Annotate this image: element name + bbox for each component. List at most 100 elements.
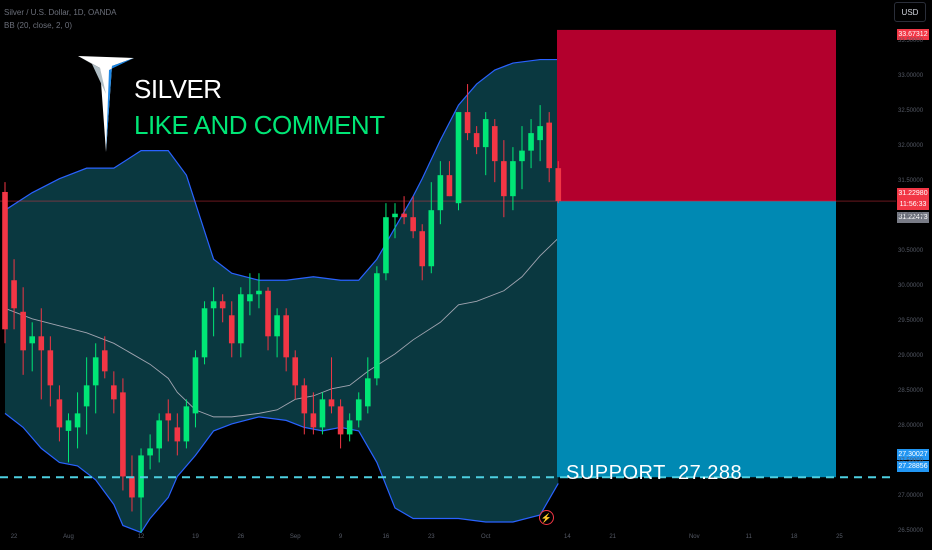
candle-body bbox=[464, 112, 471, 134]
candle-body bbox=[111, 385, 117, 400]
candle-body bbox=[192, 357, 199, 414]
x-tick-label: 11 bbox=[745, 534, 752, 540]
candle-body bbox=[437, 175, 444, 211]
overlay-subtitle: LIKE AND COMMENT bbox=[134, 110, 385, 140]
x-tick-label: 16 bbox=[382, 534, 390, 540]
candle-body bbox=[419, 231, 426, 267]
candle-body bbox=[383, 217, 389, 274]
x-tick-label: 25 bbox=[836, 534, 843, 540]
candle-body bbox=[38, 336, 45, 351]
candle-body bbox=[274, 315, 280, 337]
candle-body bbox=[328, 399, 335, 407]
candle-body bbox=[219, 301, 226, 309]
countdown-tag: 11:56:33 bbox=[897, 199, 929, 210]
overlay-title: SILVER bbox=[134, 74, 222, 104]
x-tick-label: 22 bbox=[10, 534, 18, 540]
candle-body bbox=[537, 126, 543, 141]
indicator-header[interactable]: BB (20, close, 2, 0) bbox=[4, 21, 73, 30]
stop-zone bbox=[557, 201, 836, 478]
candle-body bbox=[183, 406, 190, 442]
candle-body bbox=[101, 350, 108, 372]
y-tick-label: 32.50000 bbox=[898, 108, 924, 115]
bollinger-upper-line bbox=[4, 58, 559, 281]
x-tick-label: 19 bbox=[192, 534, 199, 540]
y-tick-label: 29.50000 bbox=[898, 318, 924, 325]
x-tick-label: 23 bbox=[427, 534, 435, 540]
candle-body bbox=[473, 133, 480, 148]
candle-body bbox=[446, 175, 453, 197]
support-price-tag-1: 27.30027 bbox=[897, 449, 929, 460]
y-tick-label: 27.00000 bbox=[898, 493, 924, 500]
candle-body bbox=[491, 126, 498, 162]
candle-body bbox=[56, 399, 63, 428]
y-tick-label: 31.50000 bbox=[898, 178, 924, 185]
candle-body bbox=[74, 413, 81, 428]
y-tick-label: 30.50000 bbox=[898, 248, 924, 255]
candle-body bbox=[428, 210, 435, 267]
candle-body bbox=[528, 133, 534, 151]
y-tick-label: 28.50000 bbox=[898, 388, 924, 395]
candle-body bbox=[401, 213, 407, 218]
candle-body bbox=[310, 413, 317, 428]
x-tick-label: 26 bbox=[237, 534, 245, 540]
candle-body bbox=[455, 112, 462, 204]
candle-body bbox=[247, 294, 253, 302]
candle-body bbox=[83, 385, 90, 407]
candle-body bbox=[546, 122, 552, 169]
candle-body bbox=[319, 399, 326, 428]
candle-body bbox=[265, 290, 271, 337]
candle-body bbox=[92, 357, 99, 386]
support-price-tag-2: 27.28856 bbox=[897, 461, 929, 472]
candle-body bbox=[292, 357, 299, 386]
candle-body bbox=[337, 406, 344, 435]
x-tick-label: Aug bbox=[63, 534, 74, 540]
candle-body bbox=[120, 392, 126, 477]
candle-body bbox=[374, 273, 380, 379]
candle-body bbox=[555, 168, 562, 202]
candle-body bbox=[156, 420, 162, 449]
flash-icon[interactable]: ⚡ bbox=[539, 510, 554, 525]
candle-body bbox=[65, 420, 72, 431]
y-tick-label: 27.50000 bbox=[898, 458, 924, 465]
x-tick-label: 14 bbox=[563, 534, 571, 540]
x-tick-label: Sep bbox=[289, 534, 301, 540]
x-tick-label: Nov bbox=[688, 534, 700, 540]
candle-body bbox=[301, 385, 308, 414]
y-tick-label: 29.00000 bbox=[898, 353, 924, 360]
candle-body bbox=[392, 213, 398, 218]
candle-body bbox=[519, 150, 525, 162]
candle-body bbox=[355, 399, 362, 421]
x-tick-label: 21 bbox=[609, 534, 617, 540]
y-tick-label: 33.00000 bbox=[898, 73, 924, 80]
currency-selector[interactable]: USD bbox=[894, 2, 926, 22]
candle-body bbox=[256, 290, 262, 295]
candle-body bbox=[228, 315, 235, 344]
y-tick-label: 30.00000 bbox=[898, 283, 924, 290]
bollinger-basis-line bbox=[4, 237, 559, 418]
support-value: 27.288 bbox=[677, 462, 743, 484]
brand-logo-icon bbox=[78, 56, 134, 152]
bollinger-band-fill bbox=[5, 59, 559, 533]
candle-body bbox=[47, 350, 54, 386]
y-tick-label: 28.00000 bbox=[898, 423, 924, 430]
candle-body bbox=[165, 413, 172, 421]
current-price-tag: 31.22980 bbox=[897, 188, 929, 199]
candle-body bbox=[129, 476, 135, 498]
x-tick-label: 9 bbox=[338, 534, 343, 540]
candle-body bbox=[482, 119, 489, 148]
candle-body bbox=[2, 191, 8, 330]
x-tick-label: 12 bbox=[137, 534, 145, 540]
candle-body bbox=[238, 294, 244, 344]
candle-body bbox=[20, 311, 26, 351]
candle-body bbox=[201, 308, 208, 358]
y-tick-label: 32.00000 bbox=[898, 143, 924, 150]
y-tick-label: 31.00000 bbox=[898, 213, 924, 220]
candle-body bbox=[510, 161, 516, 197]
symbol-header[interactable]: Silver / U.S. Dollar, 1D, OANDA bbox=[4, 8, 117, 17]
candle-body bbox=[365, 378, 371, 407]
candle-body bbox=[346, 420, 353, 435]
x-tick-label: Oct bbox=[481, 534, 491, 540]
candle-body bbox=[174, 427, 181, 442]
y-tick-label: 26.50000 bbox=[898, 528, 924, 535]
